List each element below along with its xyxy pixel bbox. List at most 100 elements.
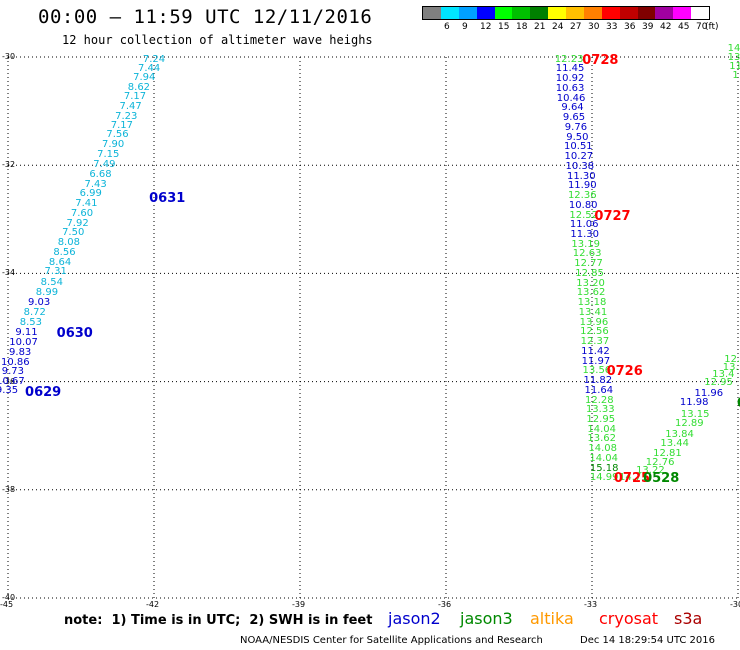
wave-height-value: 7.41 bbox=[75, 198, 98, 210]
wave-height-value: 12.85 bbox=[575, 267, 604, 279]
satellite-label-s3a: s3a bbox=[674, 609, 703, 628]
wave-height-value: 10.51 bbox=[564, 141, 593, 153]
credit-text: NOAA/NESDIS Center for Satellite Applica… bbox=[240, 635, 543, 646]
latitude-label: -34 bbox=[2, 268, 16, 278]
wave-height-value: 14.71 bbox=[619, 472, 648, 484]
legend-label: 39 bbox=[642, 22, 654, 32]
legend-label: 6 bbox=[444, 22, 450, 32]
wave-height-value: 9.03 bbox=[28, 297, 51, 309]
wave-height-value: 13. bbox=[727, 52, 740, 64]
pass-time-label: 0631 bbox=[149, 190, 186, 206]
wave-height-value: 11.06 bbox=[569, 219, 599, 231]
wave-height-value: 9.65 bbox=[562, 112, 586, 124]
wave-height-value: 12.37 bbox=[580, 336, 610, 348]
wave-height-value: 13.84 bbox=[665, 428, 694, 440]
wave-height-value: 12.95 bbox=[704, 376, 733, 388]
longitude-label: -45 bbox=[0, 600, 14, 609]
satellite-label-altika: altika bbox=[530, 609, 574, 628]
wave-height-value: 11.90 bbox=[567, 180, 597, 192]
wave-height-value: 13. bbox=[722, 362, 739, 374]
wave-height-value: 12.56 bbox=[580, 326, 609, 338]
wave-height-value: 7.23 bbox=[115, 110, 138, 122]
pass-time-label: 0725 bbox=[613, 471, 651, 487]
satellite-label-cryosat: cryosat bbox=[599, 609, 659, 628]
legend-swatch bbox=[637, 7, 656, 19]
wave-height-value: 14. bbox=[727, 42, 740, 54]
wave-height-value: 13.41 bbox=[578, 306, 608, 318]
wave-height-value: 12.95 bbox=[586, 414, 616, 425]
wave-height-value: 10.46 bbox=[556, 92, 586, 104]
wave-height-value: 7.56 bbox=[106, 129, 129, 141]
wave-height-value: 10.86 bbox=[0, 356, 30, 368]
longitude-label: -42 bbox=[146, 600, 160, 609]
longitude-label: -30 bbox=[730, 600, 740, 609]
wave-height-value: 7.44 bbox=[137, 62, 161, 74]
wave-height-value: 7.50 bbox=[62, 227, 85, 239]
legend-swatch bbox=[476, 7, 495, 19]
wave-height-value: 12.28 bbox=[584, 394, 614, 406]
legend-label: 24 bbox=[552, 22, 564, 32]
wave-height-value: 12.52 bbox=[569, 209, 599, 221]
wave-height-value: 13.20 bbox=[576, 277, 605, 289]
wave-height-value: 12.36 bbox=[567, 190, 597, 202]
wave-height-value: 13.62 bbox=[576, 287, 606, 299]
timestamp-text: Dec 14 18:29:54 UTC 2016 bbox=[580, 635, 715, 646]
wave-height-value: 14.08 bbox=[588, 443, 618, 455]
map-title: 00:00 – 11:59 UTC 12/11/2016 bbox=[38, 6, 373, 28]
wave-height-value: 8.08 bbox=[57, 237, 80, 249]
wave-height-value: 10.27 bbox=[564, 151, 594, 163]
legend-label: 30 bbox=[588, 22, 600, 32]
legend-unit: (ft) bbox=[705, 22, 719, 32]
wave-height-value: 13.22 bbox=[636, 464, 665, 476]
legend-label: 12 bbox=[480, 22, 492, 32]
wave-height-value: 9.11 bbox=[15, 326, 38, 338]
wave-height-value: 8.54 bbox=[40, 277, 63, 289]
legend-label: 42 bbox=[660, 22, 672, 32]
wave-height-value: 13.96 bbox=[579, 316, 609, 328]
wave-height-value: 12.81 bbox=[653, 447, 682, 459]
wave-height-value: 11 bbox=[729, 60, 740, 72]
legend-label: 70 bbox=[696, 22, 708, 32]
wave-height-value: 8.62 bbox=[127, 82, 151, 94]
wave-height-value: 7.49 bbox=[93, 159, 116, 171]
wave-height-value: 7.24 bbox=[142, 53, 166, 65]
wave-height-value: 14.99 bbox=[589, 472, 619, 484]
legend-label: 18 bbox=[516, 22, 528, 32]
wave-height-value: 11.30 bbox=[570, 228, 600, 240]
wave-height-value: 12. bbox=[724, 353, 740, 365]
wave-height-value: 8.64 bbox=[48, 256, 72, 268]
wave-height-value: 7.92 bbox=[66, 217, 89, 229]
wave-height-value: 7.90 bbox=[101, 139, 125, 151]
wave-height-value: 12.77 bbox=[574, 258, 603, 270]
legend-swatch bbox=[691, 7, 709, 19]
longitude-label: -39 bbox=[292, 600, 306, 609]
pass-time-label: 0727 bbox=[594, 208, 631, 224]
wave-height-value: 9.50 bbox=[566, 131, 589, 143]
wave-height-value: 13.19 bbox=[571, 238, 600, 250]
wave-height-value: 11.82 bbox=[583, 375, 613, 387]
wave-height-value: 13.4 bbox=[712, 369, 735, 381]
legend-swatch bbox=[673, 7, 692, 19]
wave-height-value: 9.76 bbox=[564, 121, 588, 133]
wave-height-value: 8.53 bbox=[19, 317, 42, 329]
wave-height-value: 6.68 bbox=[89, 168, 112, 180]
wave-height-value: 10.63 bbox=[555, 82, 585, 94]
wave-height-value: 11.96 bbox=[694, 387, 724, 399]
legend-swatch bbox=[601, 7, 620, 19]
wave-height-value: 9.35 bbox=[0, 385, 19, 397]
pass-time-label: 0 bbox=[737, 397, 740, 410]
wave-height-value: 8.56 bbox=[53, 246, 76, 258]
legend-label: 15 bbox=[498, 22, 510, 32]
legend-swatch bbox=[619, 7, 638, 19]
wave-height-value: 6.99 bbox=[79, 188, 102, 200]
legend-label: 36 bbox=[624, 22, 636, 32]
legend-swatch bbox=[423, 7, 441, 19]
wave-height-value: 13.18 bbox=[577, 297, 607, 309]
wave-height-value: 7.17 bbox=[110, 119, 134, 131]
legend-swatch bbox=[548, 7, 566, 19]
legend-swatch bbox=[458, 7, 477, 19]
satellite-label-jason2: jason2 bbox=[388, 609, 441, 628]
longitude-label: -36 bbox=[438, 600, 452, 609]
wave-height-value: 7.31 bbox=[44, 266, 67, 278]
